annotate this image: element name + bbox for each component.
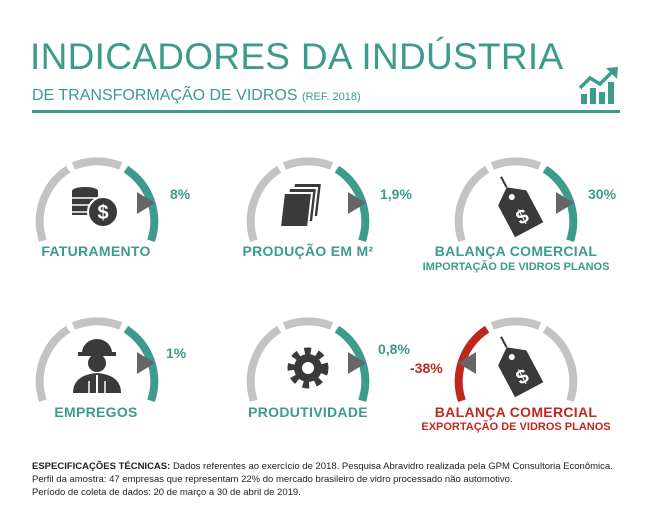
gauge-producao (246, 157, 370, 243)
indicator-label: BALANÇA COMERCIAL (434, 243, 598, 259)
notes-text-1: Dados referentes ao exercício de 2018. P… (172, 461, 613, 472)
indicator-value: -38% (410, 360, 443, 376)
indicator-value: 0,8% (378, 341, 410, 357)
page-subtitle: DE TRANSFORMAÇÃO DE VIDROS (REF. 2018) (32, 88, 361, 104)
svg-text:$: $ (97, 202, 108, 224)
reference-year: (REF. 2018) (301, 91, 361, 103)
indicator-sublabel: EXPORTAÇÃO DE VIDROS PLANOS (421, 421, 611, 433)
gauge-empregos (35, 317, 159, 403)
indicator-label: EMPREGOS (54, 404, 138, 420)
coins-dollar-icon: $ (72, 187, 119, 228)
growth-chart-icon (578, 67, 618, 104)
indicator-value: 8% (170, 186, 191, 202)
gauge-exportacao: $ (454, 317, 578, 403)
indicator-sublabel: IMPORTAÇÃO DE VIDROS PLANOS (422, 261, 610, 273)
price-tag-icon: $ (498, 176, 544, 238)
notes-line-2: Perfil da amostra: 47 empresas que repre… (32, 474, 513, 485)
technical-notes: ESPECIFICAÇÕES TÉCNICAS: Dados referente… (32, 460, 613, 499)
indicator-label: PRODUTIVIDADE (248, 404, 368, 420)
gauge-importacao: $ (454, 157, 578, 243)
indicator-label: BALANÇA COMERCIAL (434, 404, 598, 420)
indicator-value: 1% (166, 345, 187, 361)
price-tag-icon: $ (498, 336, 544, 398)
gauge-faturamento: $ (35, 157, 159, 243)
gear-icon (287, 347, 329, 389)
notes-line-3: Período de coleta de dados: 20 de março … (32, 487, 301, 498)
indicator-label: PRODUÇÃO EM M² (242, 243, 374, 259)
indicator-value: 30% (588, 186, 617, 202)
worker-helmet-icon (73, 339, 121, 393)
notes-line-1: ESPECIFICAÇÕES TÉCNICAS: Dados referente… (32, 460, 613, 473)
page-title: INDICADORES DA INDÚSTRIA (30, 36, 564, 77)
title-divider (32, 110, 620, 113)
glass-sheets-icon (278, 182, 324, 228)
notes-heading: ESPECIFICAÇÕES TÉCNICAS: (32, 461, 171, 472)
subtitle-text: DE TRANSFORMAÇÃO DE VIDROS (32, 87, 298, 104)
gauge-produtividade (246, 317, 370, 403)
indicator-value: 1,9% (380, 186, 412, 202)
indicator-label: FATURAMENTO (41, 243, 151, 259)
